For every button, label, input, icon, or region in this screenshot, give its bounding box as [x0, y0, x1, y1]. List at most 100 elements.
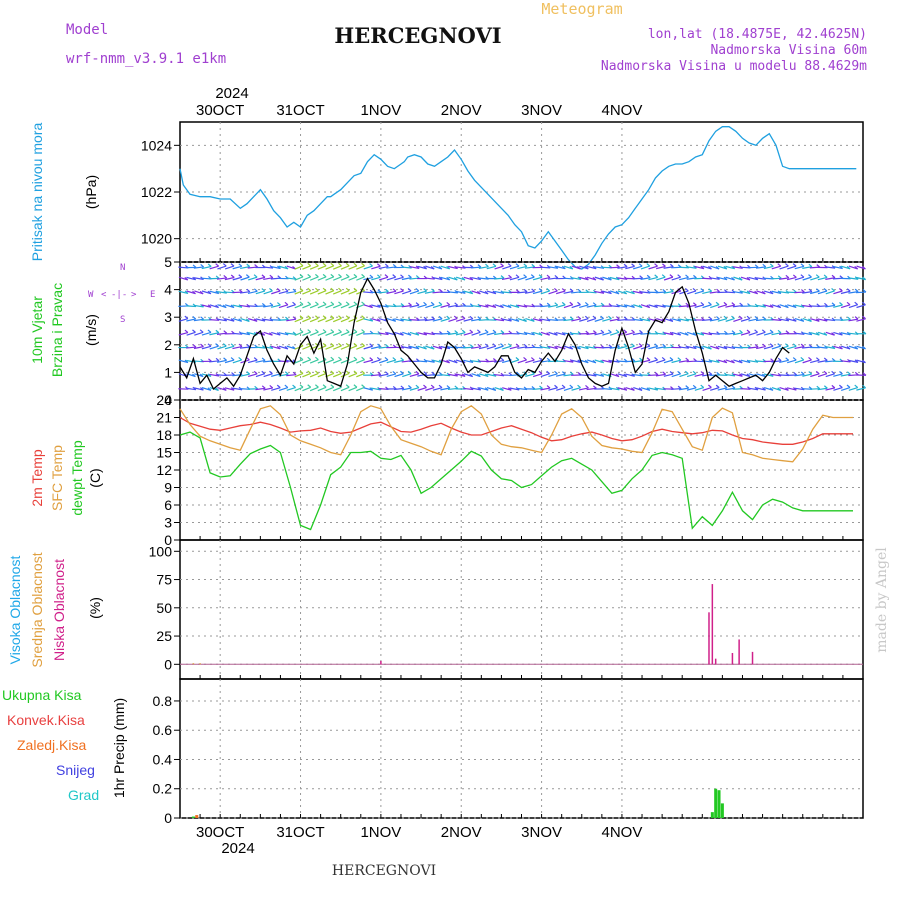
wind-arrow: [655, 346, 666, 349]
wind-arrow: [725, 332, 736, 335]
wind-arrow-head: [516, 289, 520, 293]
wind-arrow-head: [792, 304, 797, 308]
wind-arrow: [810, 359, 820, 364]
wind-arrow: [371, 345, 381, 350]
wind-arrow-head: [707, 384, 712, 388]
wind-arrow-head: [238, 343, 243, 348]
wind-arrow-head: [808, 274, 812, 278]
wind-arrow: [417, 386, 427, 391]
wind-arrow-head: [747, 344, 751, 348]
wind-arrow-head: [546, 274, 551, 278]
wind-arrow-head: [738, 359, 743, 364]
wind-arrow-head: [377, 343, 381, 347]
wind-arrow: [232, 346, 243, 350]
wind-arrow: [178, 290, 189, 295]
wind-arrow: [586, 373, 597, 377]
wind-arrow-head: [685, 357, 690, 362]
bottom-day-label: 31OCT: [276, 824, 324, 841]
wind-arrow: [455, 318, 466, 322]
wind-arrow-head: [338, 370, 342, 374]
wind-arrow-head: [769, 329, 774, 333]
wind-arrow: [378, 332, 389, 336]
wind-arrow-head: [423, 316, 428, 321]
wind-arrow: [325, 345, 335, 350]
compass-legend: W < -|- > E N S: [88, 263, 155, 325]
wind-arrow-head: [515, 318, 520, 322]
wind-arrow: [563, 290, 574, 294]
wind-arrow: [594, 373, 604, 377]
wind-arrow-head: [554, 345, 559, 350]
wind-arrow-head: [314, 301, 319, 305]
wind-arrow-head: [646, 343, 651, 347]
wind-arrow-head: [716, 316, 720, 320]
wind-arrow: [586, 317, 597, 322]
wind-arrow: [625, 331, 635, 336]
wind-arrow-head: [453, 277, 458, 281]
wind-arrow: [356, 386, 365, 392]
wind-arrow-head: [230, 263, 235, 267]
wind-arrow: [401, 266, 412, 269]
wind-arrow: [686, 277, 697, 280]
wind-arrow: [309, 290, 319, 295]
wind-arrow: [586, 291, 597, 294]
wind-arrow: [302, 303, 311, 309]
wind-arrow: [432, 345, 443, 350]
wind-arrow: [594, 359, 604, 364]
wind-arrow-head: [631, 329, 635, 334]
y-tick-label: 75: [156, 572, 172, 588]
wind-arrow: [671, 359, 681, 364]
wind-arrow: [478, 266, 489, 269]
wind-grid: [180, 261, 863, 401]
wind-arrow-head: [330, 273, 335, 278]
wind-arrow-head: [785, 330, 790, 334]
wind-arrow: [494, 290, 504, 294]
wind-arrow: [193, 277, 204, 280]
wind-arrow: [648, 374, 659, 377]
wind-arrow: [771, 373, 782, 377]
wind-arrow-head: [215, 357, 220, 362]
wind-arrow: [216, 318, 227, 322]
wind-arrow: [325, 276, 335, 281]
wind-arrow-head: [516, 371, 520, 376]
wind-arrow-head: [369, 387, 374, 391]
wind-arrow: [840, 373, 851, 377]
wind-arrow: [802, 266, 812, 269]
wind-arrow-head: [439, 288, 443, 293]
wind-arrow-head: [184, 344, 189, 349]
wind-arrow-head: [284, 265, 289, 270]
wind-arrow-head: [669, 288, 674, 292]
wind-arrow-head: [846, 288, 851, 292]
wind-arrow-head: [492, 263, 497, 267]
wind-arrow-head: [631, 387, 635, 391]
wind-arrow-head: [554, 384, 558, 389]
wind-arrow: [779, 345, 789, 350]
wind-arrow-head: [307, 262, 312, 267]
precip-grid: [180, 679, 863, 819]
wind-arrow: [763, 304, 774, 308]
wind-arrow: [586, 332, 597, 335]
wind-arrow-head: [762, 387, 766, 391]
cloud-unit: (%): [87, 597, 103, 619]
wind-arrow-head: [723, 315, 728, 320]
bottom-day-label: 4NOV: [602, 824, 643, 841]
wind-arrow-head: [569, 371, 574, 375]
wind-arrow-head: [615, 373, 620, 378]
wind-arrow: [255, 387, 266, 391]
top-day-label: 30OCT: [196, 102, 244, 119]
wind-arrow: [840, 290, 851, 295]
wind-arrow-head: [862, 359, 866, 364]
wind-arrow-head: [762, 304, 767, 308]
wind-arrow: [224, 276, 235, 281]
wind-arrow: [563, 318, 574, 322]
wind-arrow: [756, 387, 766, 391]
wind-arrow: [586, 265, 597, 270]
wind-arrow: [848, 291, 859, 294]
wind-arrow-head: [431, 371, 436, 376]
wind-arrow-head: [200, 263, 205, 268]
wind-arrow: [201, 345, 212, 350]
wind-arrow: [579, 265, 589, 270]
compass-s: S: [120, 315, 125, 325]
wind-arrow-head: [207, 304, 212, 308]
wind-arrow-head: [731, 385, 736, 389]
wind-arrow: [333, 290, 342, 295]
